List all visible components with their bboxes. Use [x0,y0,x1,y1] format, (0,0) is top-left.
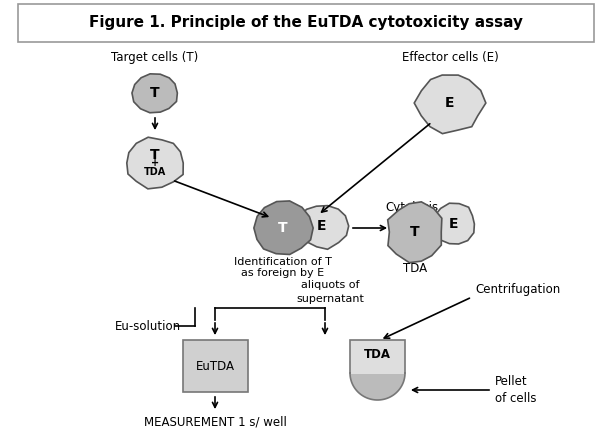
Text: T: T [410,225,420,239]
Polygon shape [387,202,442,263]
Polygon shape [297,206,349,249]
FancyBboxPatch shape [351,370,404,374]
Text: Centrifugation: Centrifugation [475,284,560,296]
Text: E: E [317,219,327,233]
Text: E: E [449,217,459,231]
Text: Identification of T: Identification of T [234,257,332,267]
FancyBboxPatch shape [183,340,248,392]
Text: EuTDA: EuTDA [196,359,235,373]
Polygon shape [254,201,313,254]
Text: T: T [150,148,160,162]
Text: T: T [278,221,288,235]
FancyBboxPatch shape [18,4,594,42]
Text: MEASUREMENT 1 s/ well: MEASUREMENT 1 s/ well [144,415,286,429]
Text: Figure 1. Principle of the EuTDA cytotoxicity assay: Figure 1. Principle of the EuTDA cytotox… [89,15,523,30]
Text: Pellet
of cells: Pellet of cells [495,375,537,405]
Polygon shape [127,137,183,189]
Text: T: T [150,86,160,100]
Text: +: + [151,158,159,168]
Text: TDA: TDA [403,262,427,274]
Text: TDA: TDA [144,167,166,177]
Text: aliquots of
supernatant: aliquots of supernatant [296,280,364,303]
Text: TDA: TDA [364,348,391,360]
Text: E: E [446,96,455,110]
Text: Cytolysis: Cytolysis [385,202,438,214]
Text: Eu-solution: Eu-solution [115,319,181,333]
Polygon shape [414,75,486,134]
Text: Target cells (T): Target cells (T) [111,52,199,64]
FancyBboxPatch shape [350,340,405,373]
Polygon shape [433,203,474,244]
Polygon shape [132,74,177,113]
Text: Effector cells (E): Effector cells (E) [401,52,498,64]
Polygon shape [350,373,405,400]
Text: as foreign by E: as foreign by E [242,268,324,278]
